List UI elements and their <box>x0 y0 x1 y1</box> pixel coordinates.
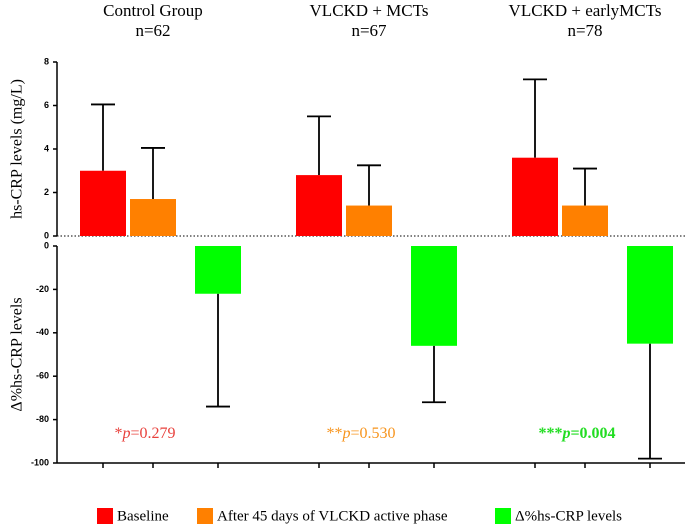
y-tick-label: -20 <box>36 284 49 294</box>
p-value: =0.279 <box>130 425 175 442</box>
bar <box>346 205 392 236</box>
group-title: VLCKD + MCTs <box>310 1 429 20</box>
legend-swatch <box>495 508 511 524</box>
p-value-annotation: *p=0.279 <box>114 425 175 442</box>
y-tick-label: -60 <box>36 371 49 381</box>
bar <box>296 175 342 236</box>
y-tick-label: 0 <box>44 240 49 250</box>
p-value-annotation: ***p=0.004 <box>538 425 615 442</box>
y-tick-label: 2 <box>44 187 49 197</box>
stars: *** <box>538 425 562 442</box>
group-size: n=78 <box>567 21 602 40</box>
bar <box>80 170 126 236</box>
group-title: Control Group <box>103 1 203 20</box>
bar <box>130 199 176 236</box>
y-tick-label: 0 <box>44 230 49 240</box>
bar <box>627 246 673 344</box>
legend-label: After 45 days of VLCKD active phase <box>217 508 448 524</box>
group-size: n=67 <box>351 21 387 40</box>
group-size: n=62 <box>135 21 170 40</box>
stars: ** <box>326 425 342 442</box>
p-value: =0.530 <box>350 425 395 442</box>
p-symbol: p <box>560 425 570 442</box>
y-tick-label: 4 <box>44 143 49 153</box>
y-tick-label: 8 <box>44 56 49 66</box>
y-axis-title: Δ%hs-CRP levels <box>9 297 26 411</box>
legend-label: Δ%hs-CRP levels <box>515 508 622 524</box>
p-value-annotation: **p=0.530 <box>326 425 395 442</box>
legend-label: Baseline <box>117 508 169 524</box>
y-tick-label: -40 <box>36 327 49 337</box>
y-tick-label: -100 <box>31 457 49 467</box>
bar <box>411 246 457 346</box>
y-tick-label: 6 <box>44 100 49 110</box>
legend-swatch <box>97 508 113 524</box>
stars: * <box>114 425 122 442</box>
p-value: =0.004 <box>570 425 615 442</box>
y-tick-label: -80 <box>36 414 49 424</box>
bar <box>512 157 558 236</box>
group-title: VLCKD + earlyMCTs <box>509 1 662 20</box>
y-axis-title: hs-CRP levels (mg/L) <box>9 79 26 219</box>
bar <box>562 205 608 236</box>
legend-swatch <box>197 508 213 524</box>
p-symbol: p <box>341 425 350 442</box>
bar <box>195 246 241 294</box>
p-symbol: p <box>121 425 130 442</box>
